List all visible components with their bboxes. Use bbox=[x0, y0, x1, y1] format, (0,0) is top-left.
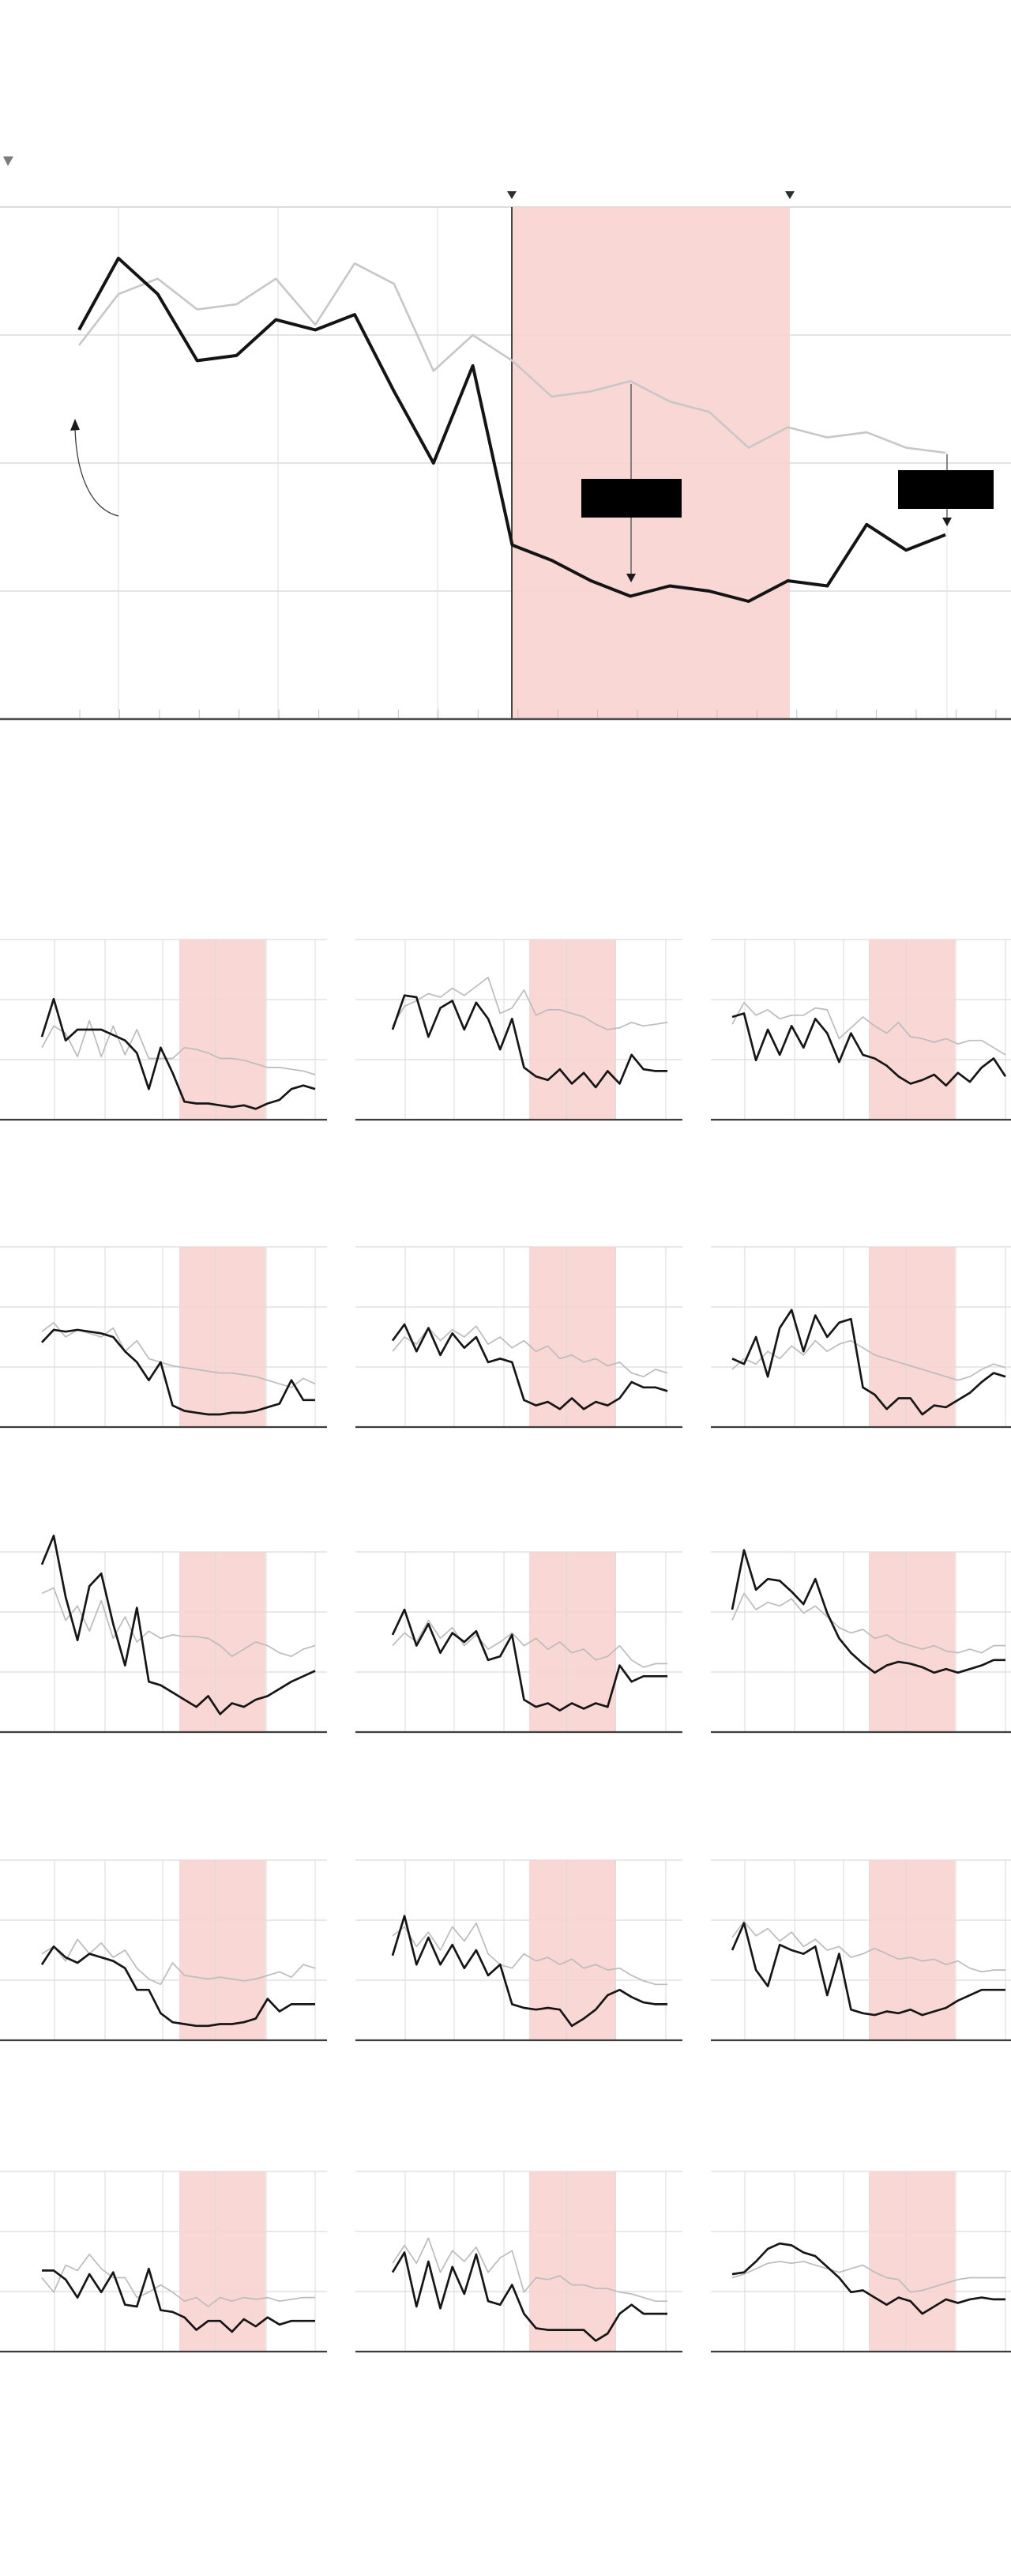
small-gray-series-line bbox=[41, 1019, 316, 1075]
small-shaded-band bbox=[529, 1860, 616, 2040]
small-black-series-line bbox=[391, 1323, 668, 1410]
small-shaded-band bbox=[179, 1860, 265, 2040]
small-gray-series-line bbox=[731, 2261, 1005, 2293]
small-gray-series-line bbox=[41, 1321, 316, 1388]
small-black-series-line bbox=[40, 997, 316, 1110]
small-multiple-chart-r5c2 bbox=[355, 2171, 682, 2353]
small-shaded-band bbox=[179, 940, 265, 1120]
small-shaded-band bbox=[179, 1247, 265, 1427]
redacted-label-box-1 bbox=[581, 479, 682, 518]
small-shaded-band bbox=[529, 1247, 616, 1427]
small-gray-series-line bbox=[41, 1938, 316, 1986]
small-black-series-line bbox=[731, 1012, 1007, 1087]
small-black-series-line bbox=[731, 1309, 1006, 1416]
small-black-series-line bbox=[731, 1922, 1005, 2017]
small-shaded-band bbox=[869, 1552, 955, 1732]
small-shaded-band bbox=[869, 940, 955, 1120]
small-gray-series-line bbox=[41, 2254, 315, 2307]
small-gray-series-line bbox=[731, 1001, 1006, 1056]
small-shaded-band bbox=[869, 2171, 955, 2352]
small-gray-series-line bbox=[392, 977, 668, 1030]
small-multiple-chart-r3c2 bbox=[355, 1551, 682, 1734]
small-multiple-chart-r3c1 bbox=[0, 1535, 327, 1734]
small-multiple-chart-r1c2 bbox=[355, 939, 682, 1121]
small-multiple-chart-r5c1 bbox=[0, 2171, 327, 2353]
small-multiple-chart-r2c3 bbox=[711, 1246, 1011, 1429]
main-chart bbox=[0, 156, 1011, 721]
gray-series-line bbox=[77, 262, 946, 454]
small-gray-series-line bbox=[392, 2237, 667, 2303]
small-gray-series-line bbox=[392, 1325, 668, 1378]
small-multiple-chart-r4c3 bbox=[711, 1859, 1011, 2042]
small-multiple-chart-r4c1 bbox=[0, 1859, 327, 2042]
small-multiple-chart-r2c2 bbox=[355, 1246, 682, 1429]
shaded-band bbox=[512, 207, 790, 719]
small-multiple-chart-r1c1 bbox=[0, 939, 327, 1121]
small-gray-series-line bbox=[731, 1920, 1005, 1973]
event-marker-triangle-1 bbox=[507, 191, 517, 199]
small-black-series-line bbox=[731, 1549, 1005, 1674]
small-black-series-line bbox=[391, 1915, 667, 2028]
small-black-series-line bbox=[42, 2267, 315, 2333]
small-gray-series-line bbox=[731, 1592, 1005, 1654]
small-multiple-chart-r4c2 bbox=[355, 1859, 682, 2042]
small-gray-series-line bbox=[392, 1922, 667, 1986]
small-shaded-band bbox=[869, 1247, 955, 1427]
small-gray-series-line bbox=[731, 1339, 1006, 1381]
curved-arrow-head bbox=[70, 419, 80, 431]
small-black-series-line bbox=[391, 1608, 667, 1712]
small-black-series-line bbox=[391, 994, 667, 1089]
small-shaded-band bbox=[529, 1552, 616, 1732]
event-marker-triangle-2 bbox=[785, 191, 795, 199]
curved-arrow bbox=[74, 427, 119, 517]
small-black-series-line bbox=[391, 2251, 667, 2342]
small-black-series-line bbox=[40, 1535, 316, 1715]
small-multiple-chart-r5c3 bbox=[711, 2171, 1011, 2353]
arrow-head-1 bbox=[626, 574, 636, 582]
small-multiple-chart-r1c3 bbox=[711, 939, 1011, 1121]
redacted-label-box-2 bbox=[898, 470, 994, 509]
small-gray-series-line bbox=[392, 1619, 667, 1668]
small-multiple-chart-r3c3 bbox=[711, 1549, 1011, 1734]
small-multiple-chart-r2c1 bbox=[0, 1246, 327, 1429]
small-gray-series-line bbox=[41, 1587, 316, 1658]
arrow-head-2 bbox=[942, 518, 952, 526]
black-series-line bbox=[77, 256, 946, 603]
small-shaded-band bbox=[529, 2171, 616, 2352]
small-black-series-line bbox=[41, 1328, 315, 1416]
small-shaded-band bbox=[529, 940, 616, 1120]
chart-top-marker-triangle bbox=[3, 156, 13, 166]
small-black-series-line bbox=[40, 1945, 315, 2028]
small-black-series-line bbox=[731, 2242, 1005, 2315]
